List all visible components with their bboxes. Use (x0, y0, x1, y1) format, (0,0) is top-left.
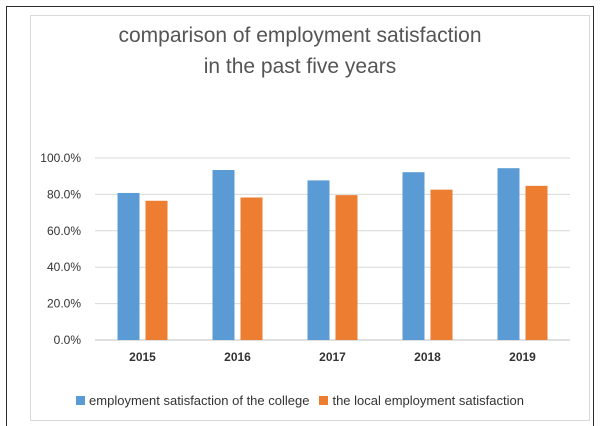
legend-swatch-local (319, 396, 328, 405)
y-tick-label: 0.0% (54, 333, 82, 347)
bar-local-2016 (241, 197, 263, 340)
x-tick-label: 2015 (129, 350, 156, 364)
bar-college-2018 (403, 172, 425, 340)
bar-college-2016 (213, 170, 235, 340)
legend-label-college: employment satisfaction of the college (89, 393, 309, 408)
y-tick-label: 100.0% (40, 151, 81, 165)
bar-local-2018 (431, 190, 453, 340)
y-tick-label: 80.0% (47, 187, 81, 201)
bar-college-2019 (498, 168, 520, 340)
x-tick-label: 2016 (224, 350, 251, 364)
bar-college-2017 (308, 180, 330, 340)
legend-item-local: the local employment satisfaction (319, 393, 523, 408)
bar-local-2019 (526, 186, 548, 340)
legend-item-college: employment satisfaction of the college (76, 393, 309, 408)
legend-swatch-college (76, 396, 85, 405)
y-tick-label: 20.0% (47, 297, 81, 311)
bar-local-2017 (336, 195, 358, 340)
x-tick-label: 2018 (414, 350, 441, 364)
legend-label-local: the local employment satisfaction (332, 393, 523, 408)
y-tick-label: 60.0% (47, 224, 81, 238)
bar-local-2015 (146, 201, 168, 340)
bar-college-2015 (118, 193, 140, 340)
x-tick-label: 2019 (509, 350, 536, 364)
y-tick-label: 40.0% (47, 260, 81, 274)
legend: employment satisfaction of the college t… (0, 393, 600, 408)
x-tick-label: 2017 (319, 350, 346, 364)
